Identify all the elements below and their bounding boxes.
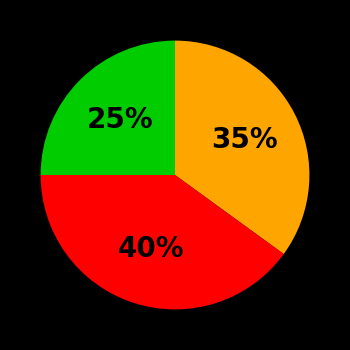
Wedge shape [41,175,284,309]
Wedge shape [41,41,175,175]
Text: 25%: 25% [86,106,153,134]
Text: 35%: 35% [211,126,278,154]
Text: 40%: 40% [118,235,184,263]
Wedge shape [175,41,309,254]
